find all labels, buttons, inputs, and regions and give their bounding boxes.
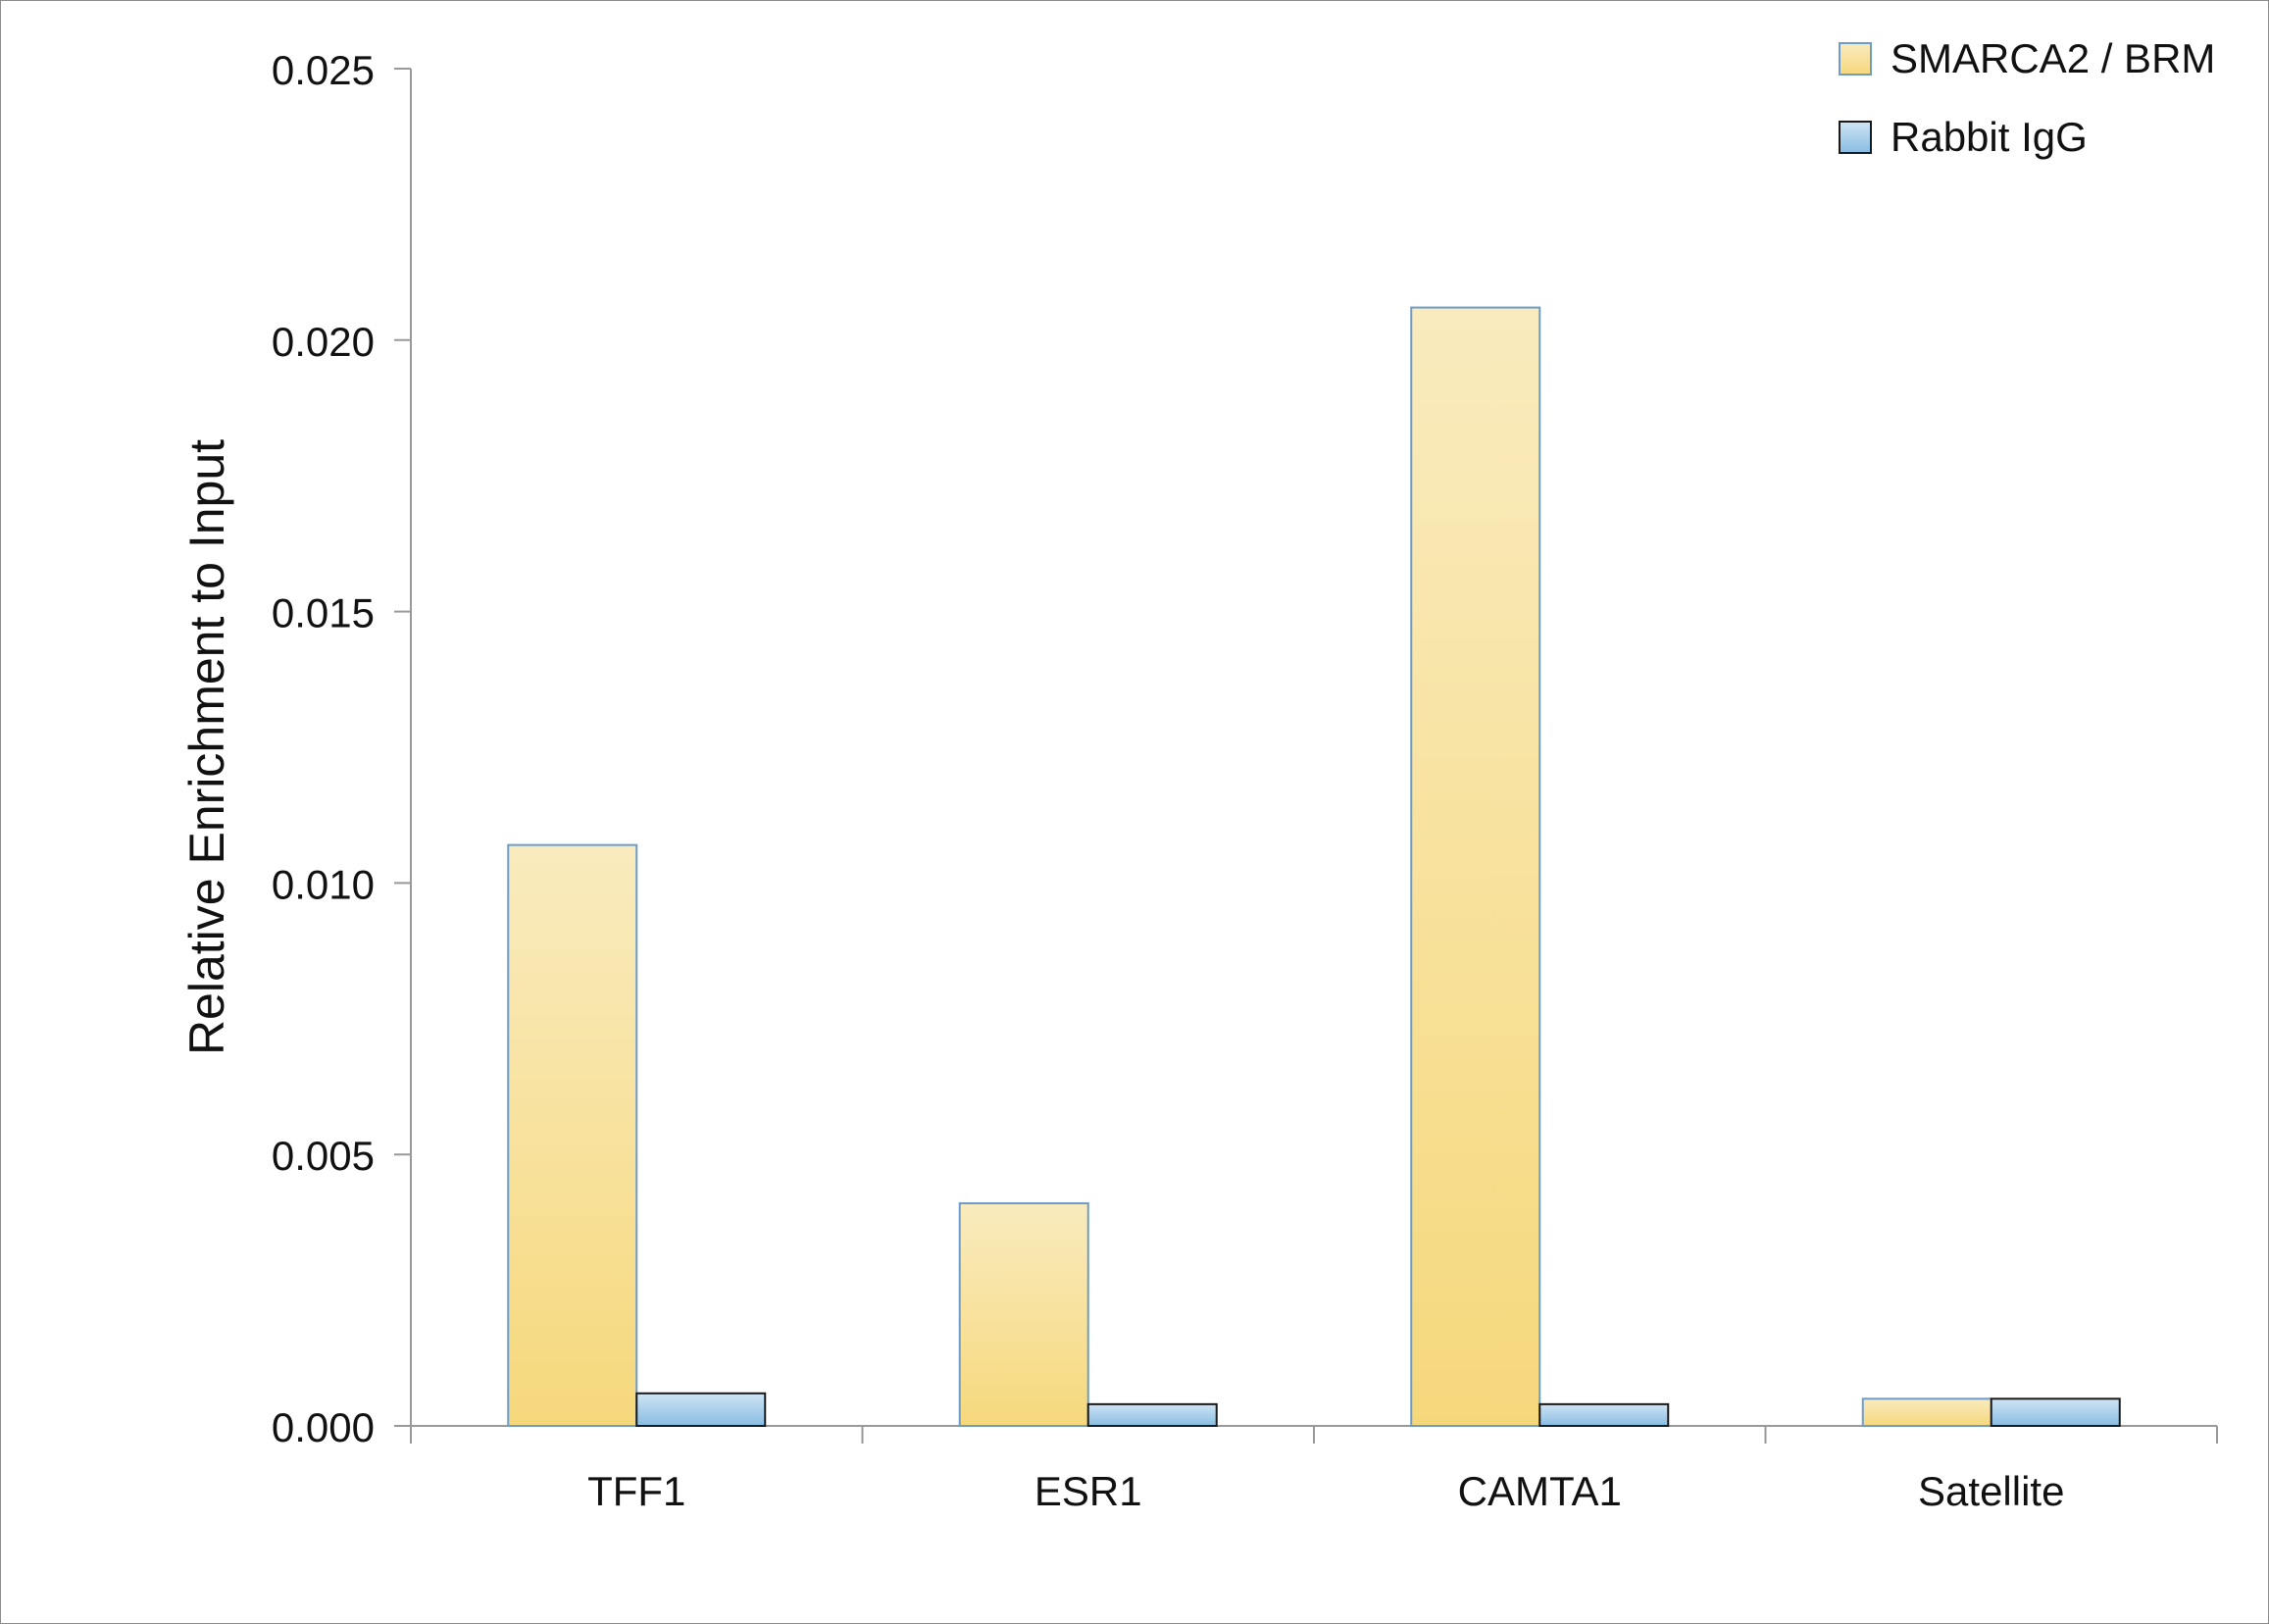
- y-tick-label: 0.025: [272, 47, 375, 93]
- x-tick-label: Satellite: [1918, 1468, 2064, 1514]
- y-tick-label: 0.020: [272, 319, 375, 365]
- legend-swatch: [1839, 121, 1872, 154]
- bar-satellite-series-2: [1990, 1397, 2121, 1427]
- legend-label: SMARCA2 / BRM: [1891, 35, 2215, 81]
- legend-label: Rabbit IgG: [1891, 114, 2088, 160]
- x-tick-label: ESR1: [1034, 1468, 1142, 1514]
- bar-esr1-series-2: [1086, 1402, 1218, 1427]
- y-tick-label: 0.005: [272, 1133, 375, 1179]
- x-axis: TFF1 ESR1 CAMTA1 Satellite: [410, 1425, 2218, 1514]
- x-tick-label: TFF1: [587, 1468, 685, 1514]
- legend: SMARCA2 / BRM Rabbit IgG: [1839, 35, 2215, 160]
- y-tick-label: 0.000: [272, 1404, 375, 1450]
- bar-camta1-series-2: [1538, 1402, 1670, 1427]
- y-axis-title: Relative Enrichment to Input: [179, 439, 234, 1055]
- bar-esr1-series-1: [958, 1202, 1089, 1428]
- x-tick-label: CAMTA1: [1458, 1468, 1622, 1514]
- bars-group: [507, 306, 2121, 1428]
- y-tick-label: 0.010: [272, 861, 375, 907]
- y-axis: 0.000 0.005 0.010 0.015 0.020 0.025: [272, 47, 412, 1450]
- bar-camta1-series-1: [1410, 306, 1541, 1428]
- bar-tff1-series-2: [635, 1392, 767, 1428]
- bar-tff1-series-1: [507, 843, 638, 1427]
- legend-swatch: [1839, 42, 1872, 76]
- y-tick-label: 0.015: [272, 590, 375, 636]
- bar-satellite-series-1: [1861, 1397, 1992, 1427]
